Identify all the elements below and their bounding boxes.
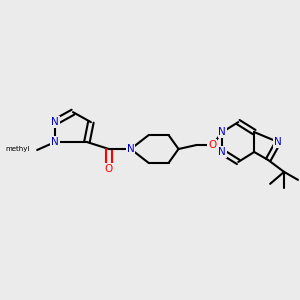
Text: N: N: [51, 137, 59, 147]
Text: O: O: [105, 164, 113, 174]
Text: N: N: [218, 127, 226, 137]
Text: O: O: [208, 140, 217, 150]
Text: N: N: [127, 144, 135, 154]
Text: N: N: [274, 137, 282, 147]
Text: N: N: [51, 117, 59, 127]
Text: methyl: methyl: [6, 146, 30, 152]
Text: N: N: [218, 147, 226, 157]
